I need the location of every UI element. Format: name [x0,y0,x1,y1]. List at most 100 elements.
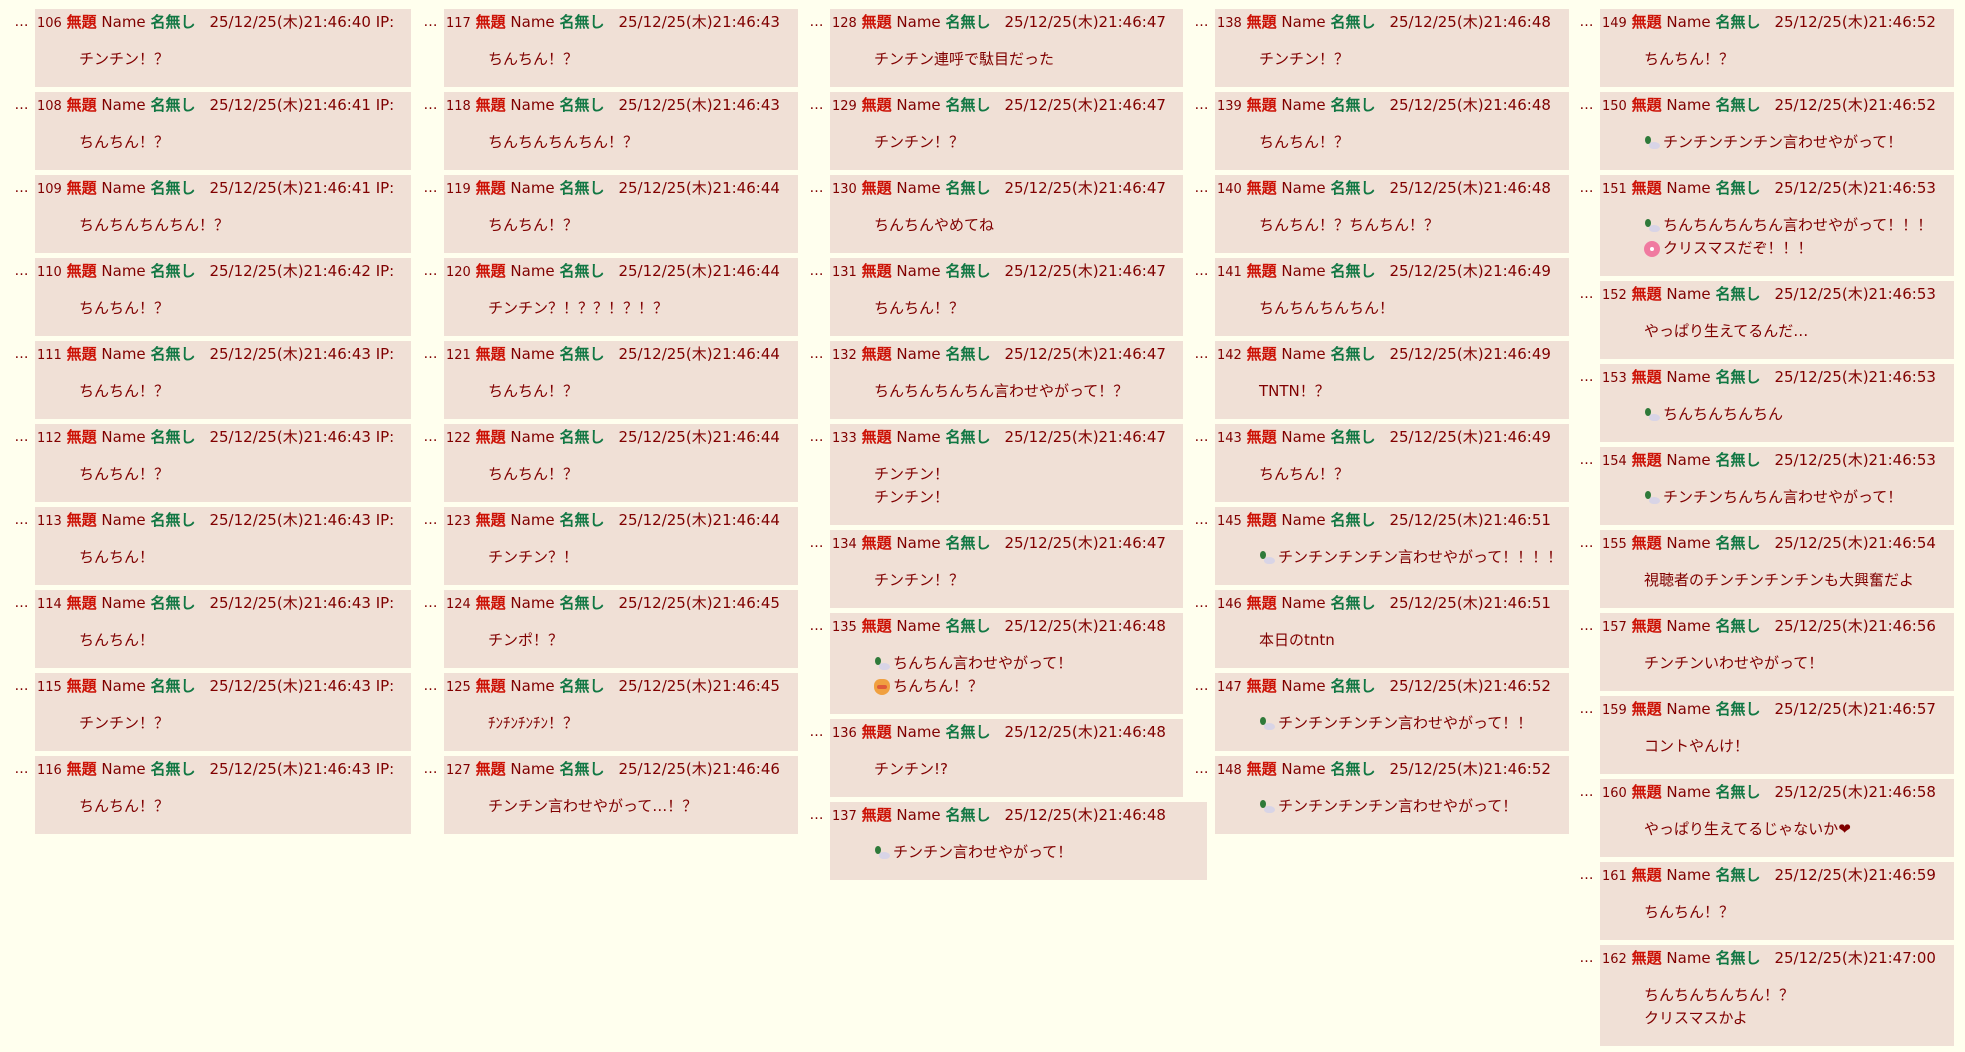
post-number[interactable]: 132 [832,348,857,363]
post-number[interactable]: 127 [446,763,471,778]
post-number[interactable]: 130 [832,182,857,197]
post-number[interactable]: 139 [1217,99,1242,114]
post-number[interactable]: 137 [832,809,857,824]
post-number[interactable]: 162 [1602,952,1627,967]
post-number[interactable]: 142 [1217,348,1242,363]
post-menu-button[interactable]: … [14,14,29,30]
post-menu-button[interactable]: … [423,595,438,611]
post-number[interactable]: 131 [832,265,857,280]
post-number[interactable]: 117 [446,16,471,31]
post-menu-button[interactable]: … [809,180,824,196]
post-number[interactable]: 143 [1217,431,1242,446]
post-number[interactable]: 159 [1602,703,1627,718]
post-number[interactable]: 129 [832,99,857,114]
post-menu-button[interactable]: … [1194,263,1209,279]
post-menu-button[interactable]: … [1194,678,1209,694]
post-menu-button[interactable]: … [1579,950,1594,966]
post-menu-button[interactable]: … [809,535,824,551]
post-number[interactable]: 106 [37,16,62,31]
post-number[interactable]: 119 [446,182,471,197]
post-menu-button[interactable]: … [14,512,29,528]
post-number[interactable]: 111 [37,348,62,363]
post-number[interactable]: 115 [37,680,62,695]
post-menu-button[interactable]: … [1579,867,1594,883]
post-number[interactable]: 136 [832,726,857,741]
post-number[interactable]: 147 [1217,680,1242,695]
post-number[interactable]: 154 [1602,454,1627,469]
post-menu-button[interactable]: … [1194,595,1209,611]
post-menu-button[interactable]: … [14,595,29,611]
post-number[interactable]: 123 [446,514,471,529]
post-menu-button[interactable]: … [1194,14,1209,30]
post-menu-button[interactable]: … [1579,180,1594,196]
post-menu-button[interactable]: … [423,14,438,30]
post-number[interactable]: 141 [1217,265,1242,280]
post-menu-button[interactable]: … [1579,14,1594,30]
post-menu-button[interactable]: … [423,180,438,196]
post-menu-button[interactable]: … [1579,784,1594,800]
post-menu-button[interactable]: … [809,807,824,823]
post-menu-button[interactable]: … [809,263,824,279]
post-number[interactable]: 161 [1602,869,1627,884]
post-number[interactable]: 138 [1217,16,1242,31]
post-menu-button[interactable]: … [1579,286,1594,302]
post-menu-button[interactable]: … [809,346,824,362]
post-number[interactable]: 145 [1217,514,1242,529]
post-menu-button[interactable]: … [809,97,824,113]
post-menu-button[interactable]: … [1579,369,1594,385]
post-menu-button[interactable]: … [14,263,29,279]
post-number[interactable]: 133 [832,431,857,446]
post-menu-button[interactable]: … [1194,180,1209,196]
post-number[interactable]: 121 [446,348,471,363]
post-menu-button[interactable]: … [423,429,438,445]
post-menu-button[interactable]: … [14,678,29,694]
post-number[interactable]: 122 [446,431,471,446]
post-menu-button[interactable]: … [1194,429,1209,445]
post-number[interactable]: 120 [446,265,471,280]
post-number[interactable]: 134 [832,537,857,552]
post-menu-button[interactable]: … [423,346,438,362]
post-number[interactable]: 148 [1217,763,1242,778]
post-menu-button[interactable]: … [1194,97,1209,113]
post-number[interactable]: 151 [1602,182,1627,197]
post-menu-button[interactable]: … [14,429,29,445]
post-number[interactable]: 108 [37,99,62,114]
post-number[interactable]: 118 [446,99,471,114]
post-menu-button[interactable]: … [423,97,438,113]
post-menu-button[interactable]: … [1579,97,1594,113]
post-number[interactable]: 135 [832,620,857,635]
post-menu-button[interactable]: … [1579,535,1594,551]
post-number[interactable]: 140 [1217,182,1242,197]
post-number[interactable]: 114 [37,597,62,612]
post-number[interactable]: 125 [446,680,471,695]
post-number[interactable]: 149 [1602,16,1627,31]
post-number[interactable]: 150 [1602,99,1627,114]
post-number[interactable]: 116 [37,763,62,778]
post-number[interactable]: 113 [37,514,62,529]
post-menu-button[interactable]: … [423,678,438,694]
post-number[interactable]: 110 [37,265,62,280]
post-menu-button[interactable]: … [1579,701,1594,717]
post-number[interactable]: 160 [1602,786,1627,801]
post-number[interactable]: 157 [1602,620,1627,635]
post-number[interactable]: 152 [1602,288,1627,303]
post-number[interactable]: 109 [37,182,62,197]
post-menu-button[interactable]: … [809,429,824,445]
post-number[interactable]: 155 [1602,537,1627,552]
post-number[interactable]: 128 [832,16,857,31]
post-number[interactable]: 146 [1217,597,1242,612]
post-menu-button[interactable]: … [14,761,29,777]
post-menu-button[interactable]: … [14,97,29,113]
post-number[interactable]: 112 [37,431,62,446]
post-number[interactable]: 153 [1602,371,1627,386]
post-menu-button[interactable]: … [1194,761,1209,777]
post-menu-button[interactable]: … [1194,512,1209,528]
post-menu-button[interactable]: … [423,512,438,528]
post-menu-button[interactable]: … [423,761,438,777]
post-menu-button[interactable]: … [14,346,29,362]
post-menu-button[interactable]: … [1194,346,1209,362]
post-menu-button[interactable]: … [809,724,824,740]
post-menu-button[interactable]: … [1579,452,1594,468]
post-menu-button[interactable]: … [809,618,824,634]
post-menu-button[interactable]: … [809,14,824,30]
